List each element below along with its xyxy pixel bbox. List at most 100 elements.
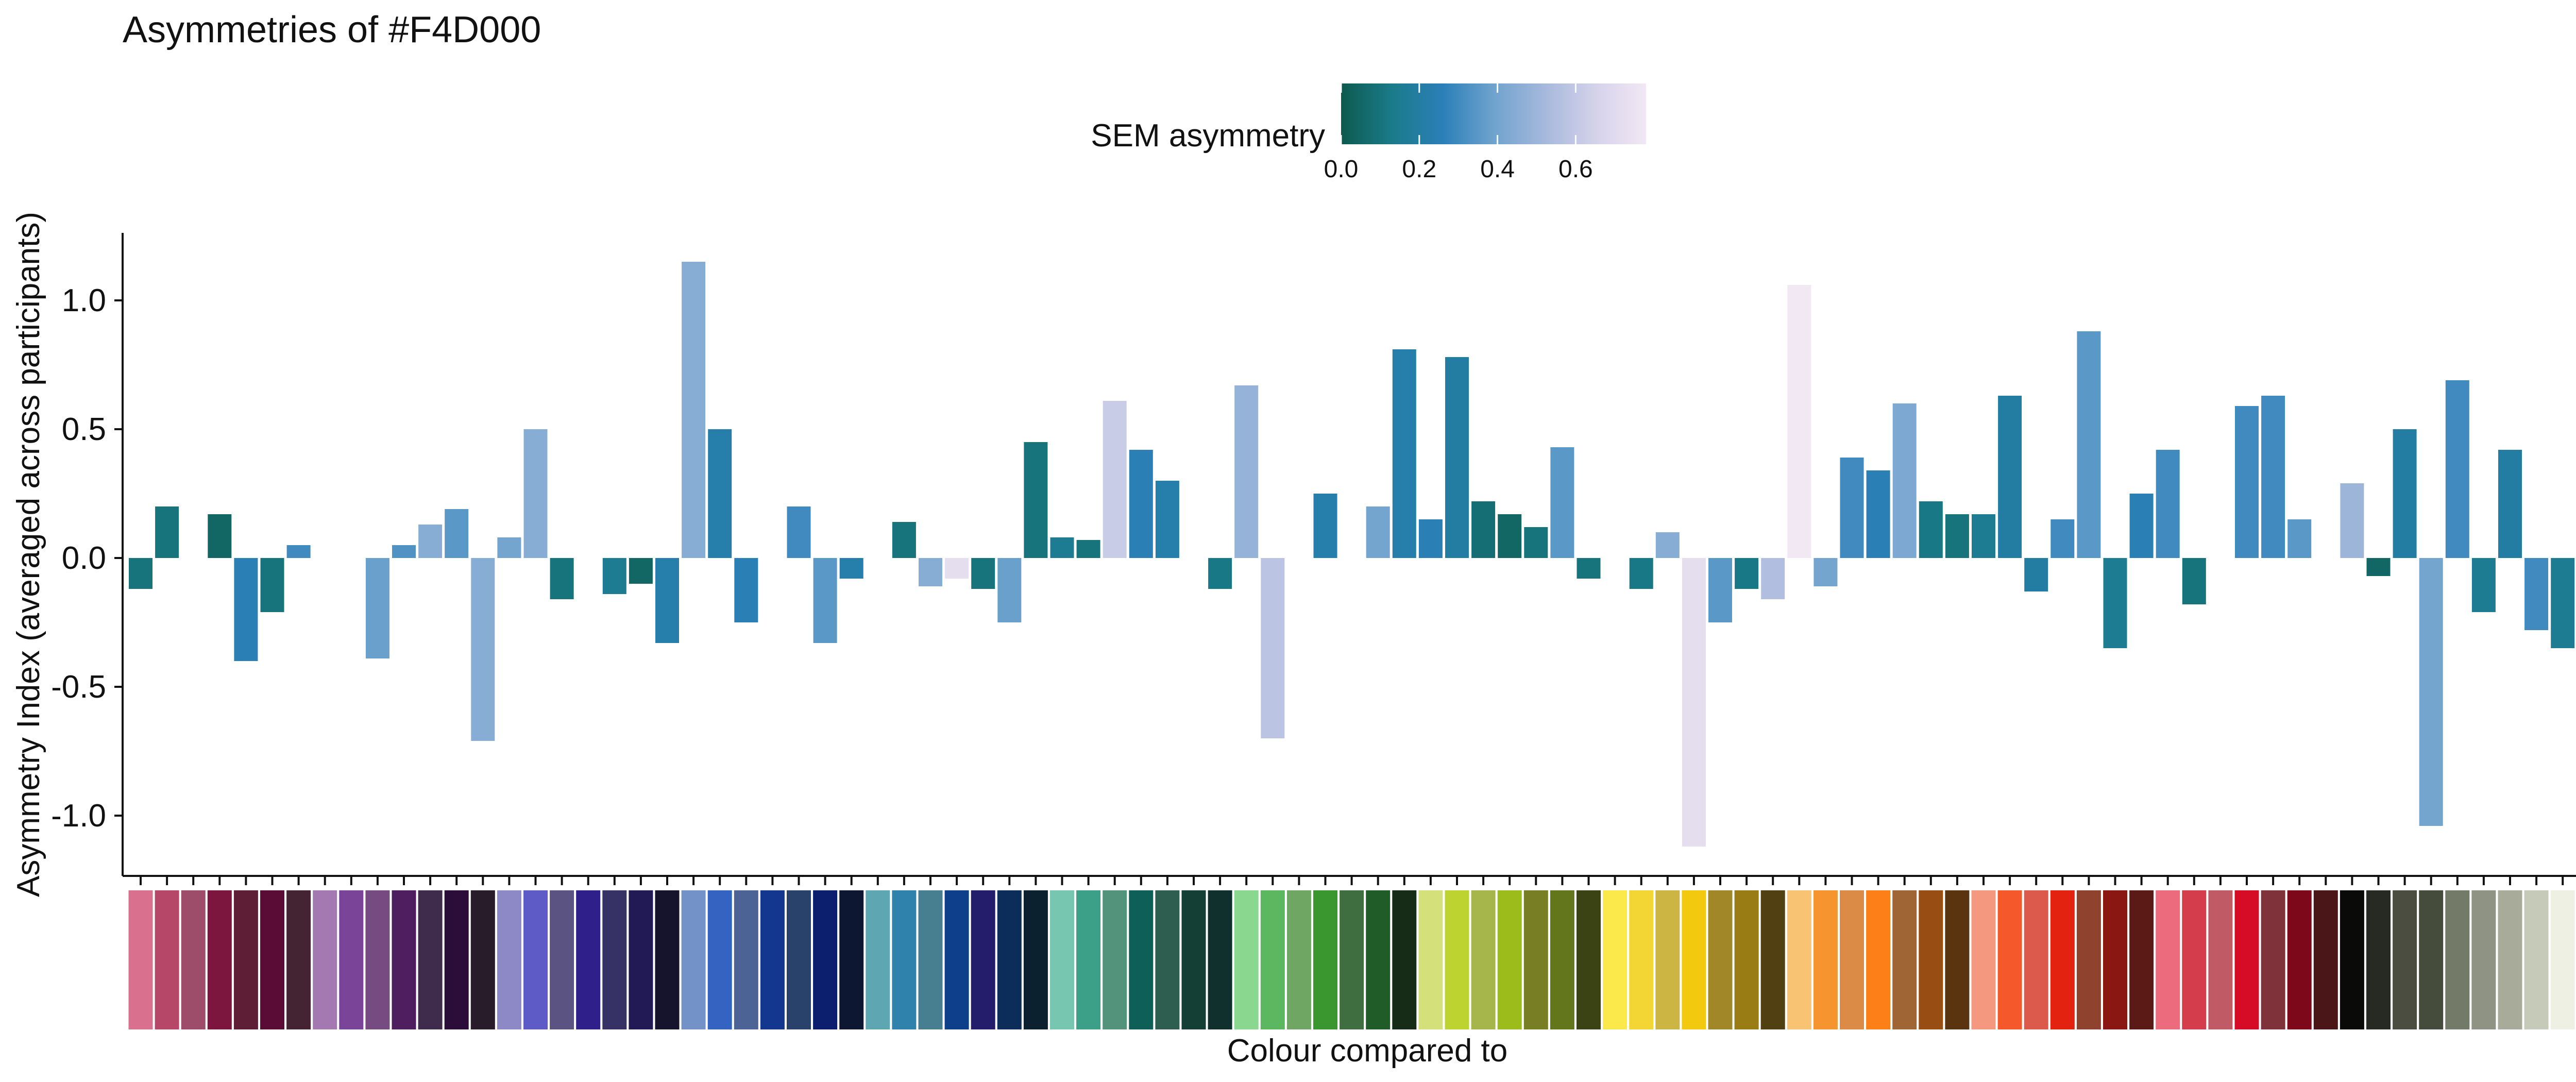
bar bbox=[1998, 396, 2022, 558]
legend: SEM asymmetry 0.0 0.2 0.4 0.6 bbox=[1091, 83, 1646, 183]
bar bbox=[1577, 558, 1601, 579]
bar bbox=[1708, 558, 1732, 622]
plot-area: 1.0 0.5 0.0 -0.5 -1.0 bbox=[51, 233, 2576, 1029]
bar bbox=[2419, 558, 2443, 826]
bar bbox=[2340, 483, 2364, 558]
colour-swatch bbox=[2103, 890, 2127, 1029]
colour-swatch bbox=[339, 890, 364, 1029]
colour-swatch bbox=[2182, 890, 2207, 1029]
bar bbox=[602, 558, 626, 594]
colour-swatch bbox=[1866, 890, 1891, 1029]
colour-swatch bbox=[760, 890, 785, 1029]
colour-swatch bbox=[1655, 890, 1680, 1029]
colour-swatch bbox=[1076, 890, 1101, 1029]
colour-swatch bbox=[2024, 890, 2048, 1029]
colour-swatch bbox=[1734, 890, 1759, 1029]
colour-swatch bbox=[866, 890, 890, 1029]
colour-swatch bbox=[286, 890, 311, 1029]
bar bbox=[997, 558, 1022, 622]
colour-swatch bbox=[365, 890, 390, 1029]
colour-swatch bbox=[2471, 890, 2496, 1029]
bar bbox=[1076, 540, 1100, 558]
y-tick-label: -0.5 bbox=[51, 669, 106, 705]
colour-swatch bbox=[2313, 890, 2338, 1029]
y-tick-label: 0.5 bbox=[62, 412, 106, 447]
bar bbox=[1129, 450, 1153, 558]
bar bbox=[2287, 519, 2312, 558]
colour-swatch bbox=[1445, 890, 1469, 1029]
colour-swatch bbox=[971, 890, 995, 1029]
bar bbox=[1787, 285, 1811, 558]
bar bbox=[1155, 481, 1179, 558]
colour-swatch bbox=[1392, 890, 1417, 1029]
colour-swatch bbox=[2287, 890, 2312, 1029]
colour-swatch bbox=[2129, 890, 2154, 1029]
bar bbox=[471, 558, 495, 741]
colour-swatch bbox=[2419, 890, 2444, 1029]
bar bbox=[234, 558, 258, 661]
bar bbox=[945, 558, 969, 579]
colour-swatch bbox=[1945, 890, 1970, 1029]
bar bbox=[839, 558, 863, 579]
colour-swatch bbox=[418, 890, 443, 1029]
bar bbox=[2471, 558, 2496, 612]
colour-swatch bbox=[1787, 890, 1811, 1029]
bar bbox=[2103, 558, 2127, 648]
colour-swatch bbox=[155, 890, 179, 1029]
bar bbox=[813, 558, 837, 643]
bar bbox=[734, 558, 758, 622]
bar bbox=[2129, 494, 2154, 558]
colour-swatch bbox=[1208, 890, 1232, 1029]
colour-swatch bbox=[944, 890, 969, 1029]
bar bbox=[2156, 450, 2180, 558]
bar bbox=[550, 558, 574, 599]
colour-swatch bbox=[2234, 890, 2259, 1029]
y-axis-ticks: 1.0 0.5 0.0 -0.5 -1.0 bbox=[51, 283, 123, 834]
colour-swatch bbox=[1892, 890, 1917, 1029]
bar bbox=[787, 506, 811, 558]
colour-swatch bbox=[1023, 890, 1048, 1029]
colour-swatch bbox=[2261, 890, 2285, 1029]
bar bbox=[1313, 494, 1337, 558]
bar bbox=[1972, 514, 1995, 558]
legend-ticks: 0.0 0.2 0.4 0.6 bbox=[1324, 83, 1593, 183]
legend-tick-label: 0.6 bbox=[1558, 156, 1593, 183]
colour-swatch bbox=[1497, 890, 1522, 1029]
bar bbox=[2235, 406, 2259, 558]
colour-swatch bbox=[1577, 890, 1601, 1029]
bar bbox=[2182, 558, 2206, 604]
bar bbox=[260, 558, 284, 612]
colour-swatch bbox=[707, 890, 732, 1029]
bar bbox=[1208, 558, 1232, 589]
colour-swatch bbox=[1340, 890, 1364, 1029]
bar bbox=[1445, 357, 1469, 558]
bar bbox=[1629, 558, 1653, 589]
colour-swatch bbox=[1471, 890, 1496, 1029]
colour-swatch bbox=[392, 890, 416, 1029]
bar bbox=[1814, 558, 1838, 586]
colour-swatch bbox=[918, 890, 943, 1029]
y-tick-label: 0.0 bbox=[62, 540, 106, 576]
bar bbox=[418, 525, 443, 558]
bar bbox=[129, 558, 152, 589]
colour-swatch bbox=[1971, 890, 1996, 1029]
bar bbox=[497, 537, 521, 558]
bar bbox=[1761, 558, 1785, 599]
colour-swatch bbox=[602, 890, 627, 1029]
bar bbox=[1682, 558, 1706, 847]
bar bbox=[1498, 514, 1522, 558]
bar bbox=[1392, 349, 1416, 558]
bar bbox=[682, 262, 706, 558]
colour-swatch bbox=[1550, 890, 1574, 1029]
bar bbox=[2050, 519, 2075, 558]
colour-swatch bbox=[787, 890, 811, 1029]
colour-swatch bbox=[681, 890, 706, 1029]
colour-swatch bbox=[1103, 890, 1127, 1029]
colour-swatch bbox=[2050, 890, 2075, 1029]
bar bbox=[1103, 401, 1127, 558]
bar bbox=[155, 506, 179, 558]
bar bbox=[2393, 429, 2417, 558]
y-tick-label: 1.0 bbox=[62, 283, 106, 318]
legend-tick-label: 0.0 bbox=[1324, 156, 1359, 183]
